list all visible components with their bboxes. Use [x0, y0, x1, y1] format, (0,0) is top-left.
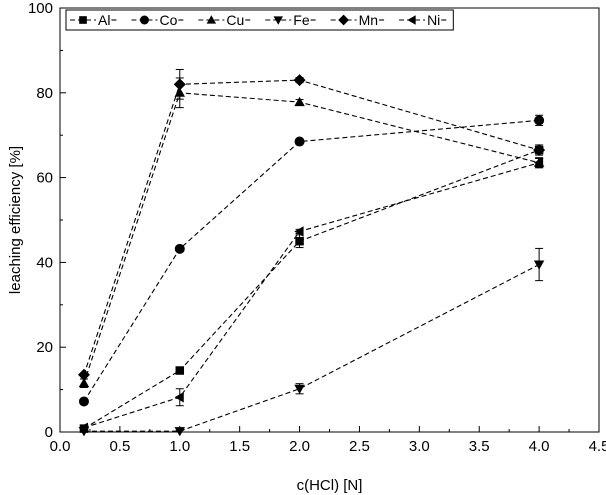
data-point-ni [533, 157, 544, 169]
data-point-ni [78, 422, 88, 434]
legend-label-mn: Mn [359, 12, 378, 28]
legend-label-ni: Ni [427, 12, 440, 28]
x-tick-label: 1.0 [169, 438, 190, 455]
data-point-co [78, 396, 89, 407]
legend-item-mn: Mn [330, 12, 385, 28]
data-point-mn [533, 144, 546, 157]
legend-label-co: Co [159, 12, 177, 28]
x-tick-label: 4.0 [529, 438, 550, 455]
legend-marker-al [79, 16, 87, 24]
x-tick-label: 0.0 [50, 438, 71, 455]
legend-item-al: Al [70, 12, 117, 28]
legend-marker-ni [407, 15, 416, 25]
legend-marker-mn [338, 14, 350, 26]
series-line-mn [83, 79, 540, 375]
series-cu [78, 77, 545, 388]
y-tick-label: 0 [45, 424, 53, 441]
data-point-ni [174, 391, 184, 403]
x-tick-label: 3.0 [409, 438, 430, 455]
legend-marker-fe [273, 16, 283, 25]
legend-marker-co [139, 15, 149, 25]
x-tick-label: 3.5 [469, 438, 490, 455]
series-line-cu [83, 92, 540, 384]
data-point-fe [174, 427, 186, 437]
y-tick-label: 40 [36, 254, 53, 271]
series-layer [77, 68, 546, 437]
series-al [79, 144, 544, 433]
series-line-co [83, 119, 540, 402]
legend-item-fe: Fe [265, 12, 316, 28]
series-line-ni [83, 162, 540, 429]
series-ni [78, 157, 544, 434]
series-co [78, 114, 545, 407]
series-fe [78, 247, 545, 437]
legend-item-co: Co [131, 12, 184, 28]
data-point-mn [173, 78, 186, 91]
x-tick-label: 2.5 [349, 438, 370, 455]
x-tick-label: 2.0 [289, 438, 310, 455]
series-line-al [83, 149, 540, 430]
y-tick-label: 80 [36, 85, 53, 102]
legend-item-ni: Ni [399, 12, 447, 28]
data-point-mn [77, 368, 90, 381]
data-point-cu [78, 377, 90, 388]
legend-marker-cu [206, 15, 217, 24]
legend: Al Co Cu Fe Mn Ni [65, 9, 454, 31]
legend-label-cu: Cu [226, 12, 244, 28]
y-tick-label: 20 [36, 339, 53, 356]
series-mn [77, 68, 546, 381]
data-point-mn [293, 74, 306, 87]
x-tick-label: 1.5 [229, 438, 250, 455]
x-tick-label: 0.5 [109, 438, 130, 455]
data-point-co [534, 115, 545, 126]
axis-ticks [59, 7, 600, 433]
data-point-fe [294, 384, 305, 395]
y-tick-label: 60 [36, 170, 53, 187]
plot-frame [59, 7, 600, 433]
data-point-al [175, 366, 185, 375]
data-point-co [174, 243, 185, 254]
y-axis-title: leaching efficiency [%] [7, 146, 24, 294]
data-point-ni [294, 226, 304, 237]
data-point-co [294, 136, 305, 147]
series-line-fe [83, 264, 540, 432]
legend-label-fe: Fe [293, 12, 310, 28]
data-point-al [295, 236, 304, 246]
legend-label-al: Al [98, 12, 110, 28]
x-axis-title: c(HCl) [N] [297, 477, 363, 494]
data-point-cu [294, 96, 305, 107]
legend-item-cu: Cu [198, 12, 251, 28]
x-tick-label: 4.5 [589, 438, 606, 455]
axis-tick-labels: 0.0 0.5 1.0 1.5 2.0 2.5 3.0 3.5 4.0 4.5 0 20 40 60 80 1… [28, 0, 606, 455]
data-point-fe [533, 260, 545, 270]
y-tick-label: 100 [28, 0, 53, 17]
legend-box [65, 9, 454, 31]
